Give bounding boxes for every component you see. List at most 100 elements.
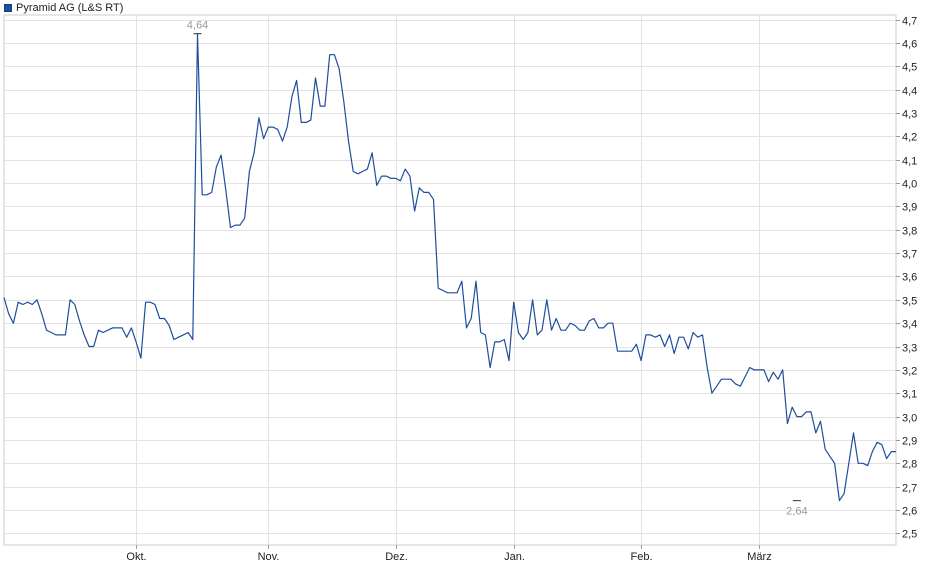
data-point <box>428 192 429 193</box>
data-point <box>735 383 736 384</box>
data-point <box>518 332 519 333</box>
data-point <box>744 376 745 377</box>
data-point <box>768 381 769 382</box>
data-point <box>603 327 604 328</box>
data-point <box>414 211 415 212</box>
data-point <box>688 348 689 349</box>
data-point <box>348 141 349 142</box>
data-point <box>475 281 476 282</box>
data-point <box>188 332 189 333</box>
data-point <box>145 302 146 303</box>
x-tick-label: Nov. <box>258 551 280 563</box>
data-point <box>400 180 401 181</box>
y-tick-label: 3,9 <box>902 202 917 214</box>
data-point <box>88 346 89 347</box>
data-point <box>74 304 75 305</box>
data-point <box>291 96 292 97</box>
x-tick-label: Okt. <box>126 551 146 563</box>
data-point <box>844 493 845 494</box>
y-tick-label: 3,4 <box>902 319 917 331</box>
data-point <box>523 339 524 340</box>
data-point <box>796 416 797 417</box>
data-point <box>154 304 155 305</box>
data-point <box>825 449 826 450</box>
data-point <box>853 432 854 433</box>
data-point <box>806 411 807 412</box>
data-point <box>79 320 80 321</box>
data-point <box>787 423 788 424</box>
data-point <box>376 185 377 186</box>
y-tick-label: 4,7 <box>902 16 917 28</box>
data-point <box>84 334 85 335</box>
data-point <box>508 360 509 361</box>
data-point <box>612 323 613 324</box>
data-point <box>584 330 585 331</box>
data-point <box>27 302 28 303</box>
price-series-line <box>3 33 896 502</box>
y-tick-label: 3,0 <box>902 413 917 425</box>
y-tick-label: 3,3 <box>902 343 917 355</box>
data-point <box>306 122 307 123</box>
data-point <box>211 192 212 193</box>
data-point <box>461 281 462 282</box>
y-tick-label: 4,0 <box>902 179 917 191</box>
data-point <box>258 117 259 118</box>
data-point <box>320 106 321 107</box>
data-point <box>622 351 623 352</box>
data-point <box>405 169 406 170</box>
data-point <box>645 334 646 335</box>
data-point <box>3 297 4 298</box>
data-point <box>513 302 514 303</box>
data-point <box>272 127 273 128</box>
data-point <box>263 138 264 139</box>
data-point <box>164 318 165 319</box>
data-point <box>895 451 896 452</box>
data-point <box>801 416 802 417</box>
annotations: 4,64 2,64 <box>187 20 808 518</box>
data-point <box>480 332 481 333</box>
data-point <box>490 367 491 368</box>
data-point <box>131 327 132 328</box>
data-point <box>777 379 778 380</box>
y-tick-label: 4,6 <box>902 39 917 51</box>
data-point <box>848 463 849 464</box>
data-point <box>249 171 250 172</box>
data-point <box>22 304 23 305</box>
data-point <box>457 292 458 293</box>
data-point <box>126 337 127 338</box>
data-point <box>608 323 609 324</box>
data-point <box>598 327 599 328</box>
data-point <box>296 80 297 81</box>
data-point <box>46 330 47 331</box>
data-point <box>438 288 439 289</box>
x-tick-label: Feb. <box>630 551 652 563</box>
data-point <box>730 379 731 380</box>
data-point <box>504 339 505 340</box>
data-point <box>121 327 122 328</box>
data-point <box>423 192 424 193</box>
data-point <box>107 330 108 331</box>
y-tick-label: 3,7 <box>902 249 917 261</box>
y-tick-label: 3,6 <box>902 272 917 284</box>
data-point <box>669 334 670 335</box>
y-tick-label: 2,7 <box>902 483 917 495</box>
data-point <box>334 54 335 55</box>
data-point <box>390 178 391 179</box>
data-point <box>565 330 566 331</box>
data-point <box>357 173 358 174</box>
data-point <box>235 225 236 226</box>
grid <box>3 14 900 549</box>
data-point <box>51 332 52 333</box>
data-point <box>367 169 368 170</box>
y-tick-label: 4,5 <box>902 62 917 74</box>
data-point <box>353 171 354 172</box>
data-point <box>65 334 66 335</box>
data-point <box>659 334 660 335</box>
data-point <box>527 332 528 333</box>
data-point <box>282 141 283 142</box>
data-point <box>532 299 533 300</box>
data-point <box>381 176 382 177</box>
legend-label: Pyramid AG (L&S RT) <box>16 2 124 14</box>
data-point <box>447 292 448 293</box>
